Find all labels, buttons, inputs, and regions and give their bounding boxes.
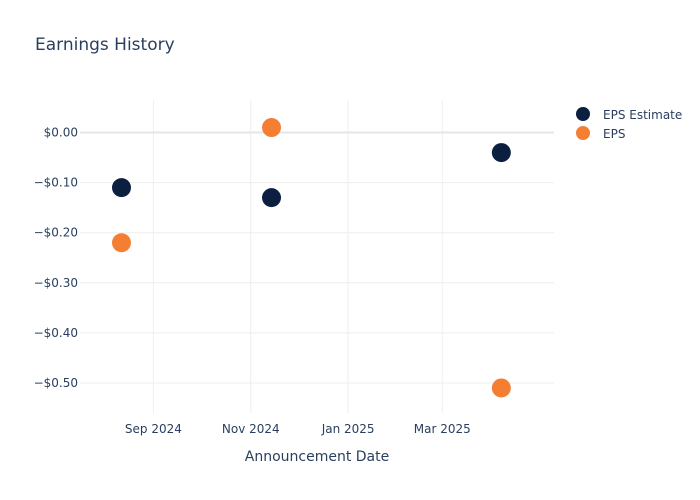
data-point-eps-estimate [262,188,282,208]
point-layer [111,118,511,398]
x-tick-label: Jan 2025 [321,422,375,436]
y-tick-label: −$0.30 [34,276,78,290]
data-point-eps [491,378,511,398]
x-tick-label: Nov 2024 [222,422,280,436]
y-tick-label: −$0.10 [34,176,78,190]
chart-title: Earnings History [35,35,175,55]
x-axis-title: Announcement Date [245,449,389,465]
legend-marker-eps [576,126,590,140]
data-point-eps-estimate [491,143,511,163]
y-tick-label: −$0.50 [34,376,78,390]
grid-layer [80,100,554,413]
legend-marker-eps-estimate [576,107,590,121]
y-tick-label: $0.00 [44,126,78,140]
legend: EPS Estimate EPS [576,107,682,141]
data-point-eps-estimate [111,178,131,198]
y-tick-label: −$0.40 [34,326,78,340]
x-tick-label: Sep 2024 [125,422,182,436]
legend-label-eps: EPS [603,127,625,141]
data-point-eps [111,233,131,253]
legend-label-eps-estimate: EPS Estimate [603,108,682,122]
x-tick-label: Mar 2025 [414,422,471,436]
y-tick-label: −$0.20 [34,226,78,240]
tick-layer: Sep 2024 Nov 2024 Jan 2025 Mar 2025 $0.00 −$0… [34,126,471,436]
data-point-eps [262,118,282,138]
